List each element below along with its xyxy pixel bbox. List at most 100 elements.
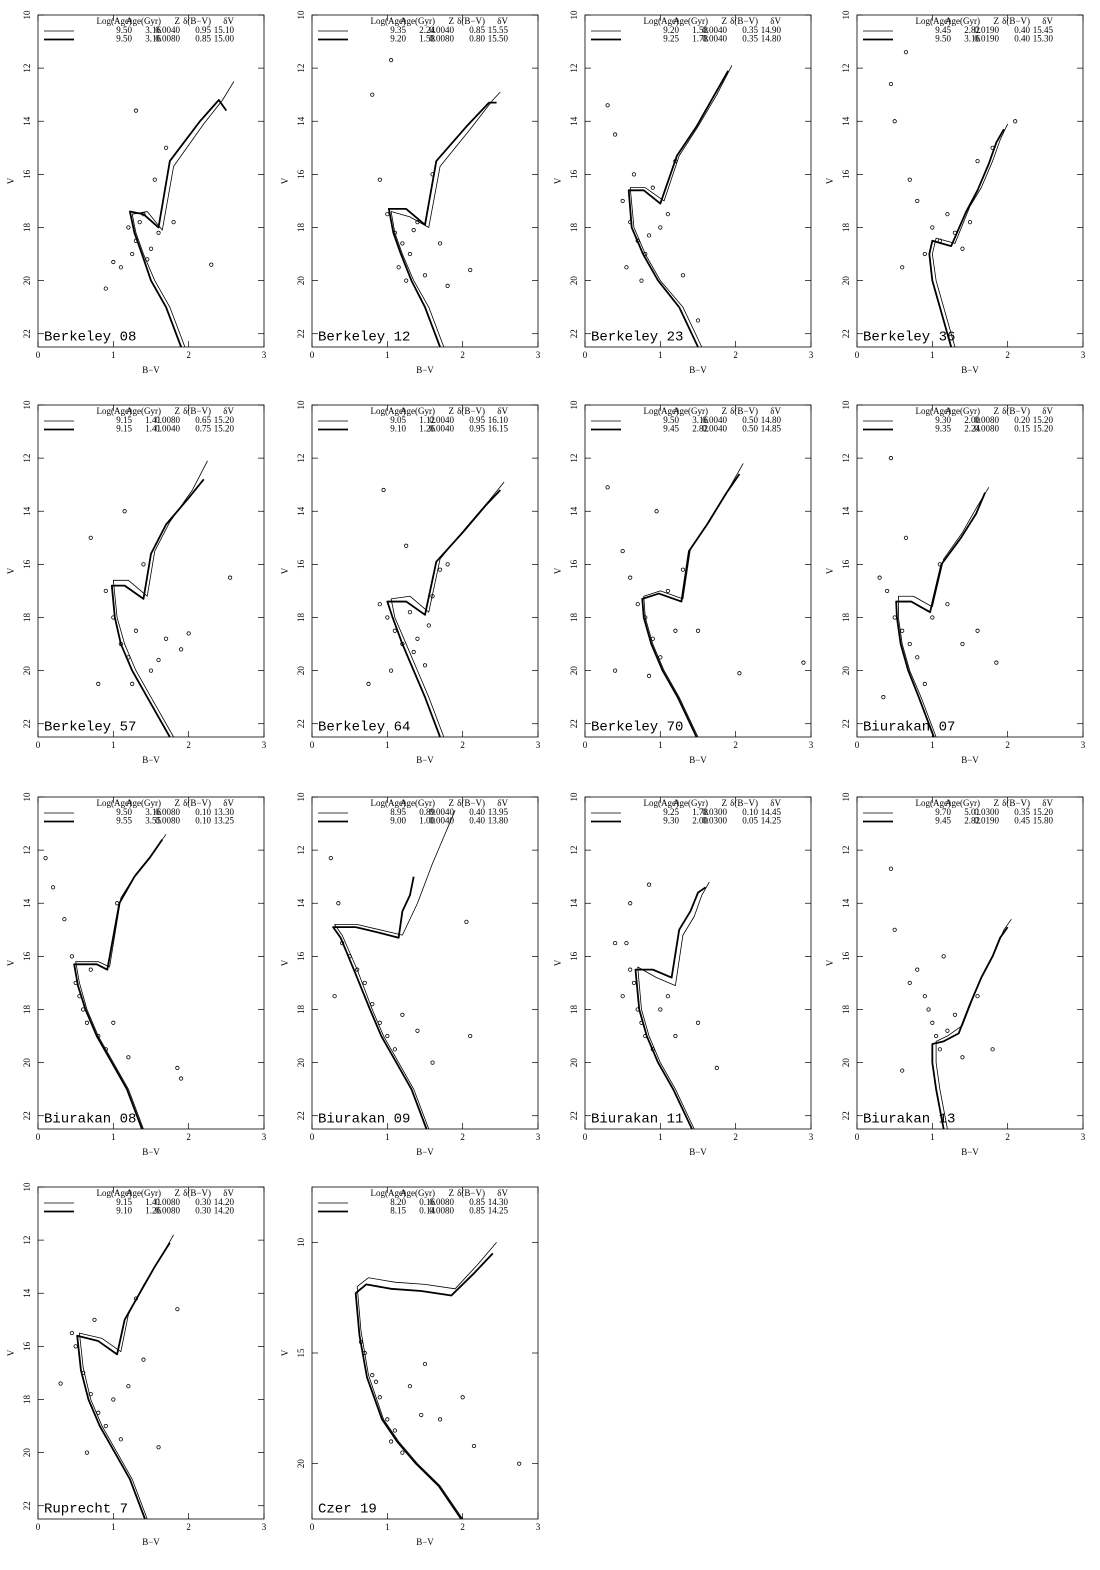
star — [400, 241, 405, 246]
star — [628, 220, 633, 225]
plot-frame — [311, 14, 539, 348]
legend-value: 15.20 — [1033, 415, 1054, 425]
legend-value: 0.40 — [1014, 34, 1030, 44]
star — [81, 1007, 86, 1012]
star — [388, 668, 394, 673]
y-tick-label: 16 — [569, 951, 579, 961]
x-tick-label: 2 — [1005, 1132, 1010, 1142]
star — [613, 132, 618, 137]
legend-value: 0.0080 — [974, 424, 999, 434]
star — [396, 265, 401, 270]
y-tick-label: 16 — [22, 951, 32, 961]
y-axis-label: V — [553, 567, 563, 574]
legend-header: Z — [722, 16, 728, 26]
star — [460, 1395, 465, 1400]
star — [907, 641, 912, 647]
star — [665, 588, 670, 594]
legend-value: 0.95 — [469, 424, 485, 434]
x-axis-label: B−V — [689, 1147, 707, 1157]
isochrone — [931, 926, 1009, 1130]
star — [430, 594, 435, 599]
legend-header: Age(Gyr) — [400, 406, 435, 416]
x-tick-label: 2 — [460, 350, 465, 360]
star — [643, 1033, 648, 1039]
x-tick-label: 3 — [1081, 350, 1086, 360]
legend-value: 2.00 — [692, 816, 708, 826]
y-tick-label: 16 — [296, 951, 306, 961]
legend-header: Z — [175, 1188, 181, 1198]
legend-value: 9.50 — [116, 807, 132, 817]
legend-value: 0.0190 — [974, 816, 999, 826]
x-tick-label: 0 — [310, 1522, 315, 1532]
star — [941, 954, 946, 959]
legend-value: 0.0040 — [702, 424, 727, 434]
y-tick-label: 16 — [22, 559, 32, 569]
y-axis-label: V — [280, 567, 290, 574]
y-axis-label: V — [280, 177, 290, 184]
star — [1013, 119, 1018, 124]
legend-value: 14.90 — [761, 25, 782, 35]
legend-header: δ(B−V) — [457, 406, 485, 416]
y-tick-label: 10 — [569, 792, 579, 802]
legend-value: 0.30 — [195, 1197, 211, 1207]
star — [370, 1002, 375, 1007]
star — [58, 1381, 63, 1386]
x-tick-label: 2 — [1005, 740, 1010, 750]
star — [624, 265, 629, 270]
y-tick-label: 15 — [296, 1348, 306, 1358]
star — [960, 246, 965, 251]
star — [141, 562, 146, 567]
y-axis-label: V — [553, 177, 563, 184]
legend-header: Z — [994, 16, 1000, 26]
legend-value: 3.16 — [692, 415, 708, 425]
star — [137, 220, 142, 225]
legend-value: 9.50 — [663, 415, 679, 425]
x-tick-label: 1 — [111, 1522, 116, 1532]
x-tick-label: 2 — [186, 740, 191, 750]
star — [665, 212, 670, 217]
star — [877, 575, 882, 580]
star — [400, 641, 405, 647]
legend-value: 9.35 — [935, 424, 951, 434]
legend-value: 0.10 — [195, 816, 211, 826]
x-tick-label: 2 — [460, 740, 465, 750]
star — [69, 954, 75, 959]
star — [404, 278, 409, 283]
star — [141, 1357, 146, 1362]
legend-value: 2.00 — [964, 415, 980, 425]
x-tick-label: 1 — [658, 740, 663, 750]
legend-header: δV — [223, 1188, 234, 1198]
x-axis-label: B−V — [416, 1537, 434, 1547]
star — [695, 1020, 701, 1025]
star — [133, 108, 139, 113]
legend-value: 1.41 — [145, 415, 161, 425]
legend-value: 0.0190 — [974, 34, 999, 44]
star — [126, 1384, 131, 1389]
star — [111, 1020, 116, 1025]
x-axis-label: B−V — [961, 365, 979, 375]
y-tick-label: 20 — [22, 1058, 32, 1068]
legend-value: 2.82 — [964, 25, 980, 35]
y-axis-label: V — [6, 177, 16, 184]
legend-value: 9.45 — [663, 424, 679, 434]
isochrone — [627, 70, 729, 348]
y-tick-label: 16 — [296, 559, 306, 569]
star — [658, 225, 663, 230]
isochrone — [334, 810, 456, 1130]
y-tick-label: 16 — [22, 169, 32, 179]
legend-header: Age(Gyr) — [400, 798, 435, 808]
x-tick-label: 1 — [111, 1132, 116, 1142]
star — [907, 980, 912, 986]
legend-value: 1.78 — [692, 807, 708, 817]
x-tick-label: 0 — [36, 1132, 41, 1142]
y-tick-label: 20 — [296, 666, 306, 676]
star — [385, 1417, 390, 1422]
legend-value: 15.50 — [488, 34, 509, 44]
legend-header: Z — [994, 406, 1000, 416]
x-tick-label: 1 — [658, 1132, 663, 1142]
star — [145, 257, 150, 262]
star — [163, 636, 169, 641]
legend-header: Age(Gyr) — [673, 798, 708, 808]
